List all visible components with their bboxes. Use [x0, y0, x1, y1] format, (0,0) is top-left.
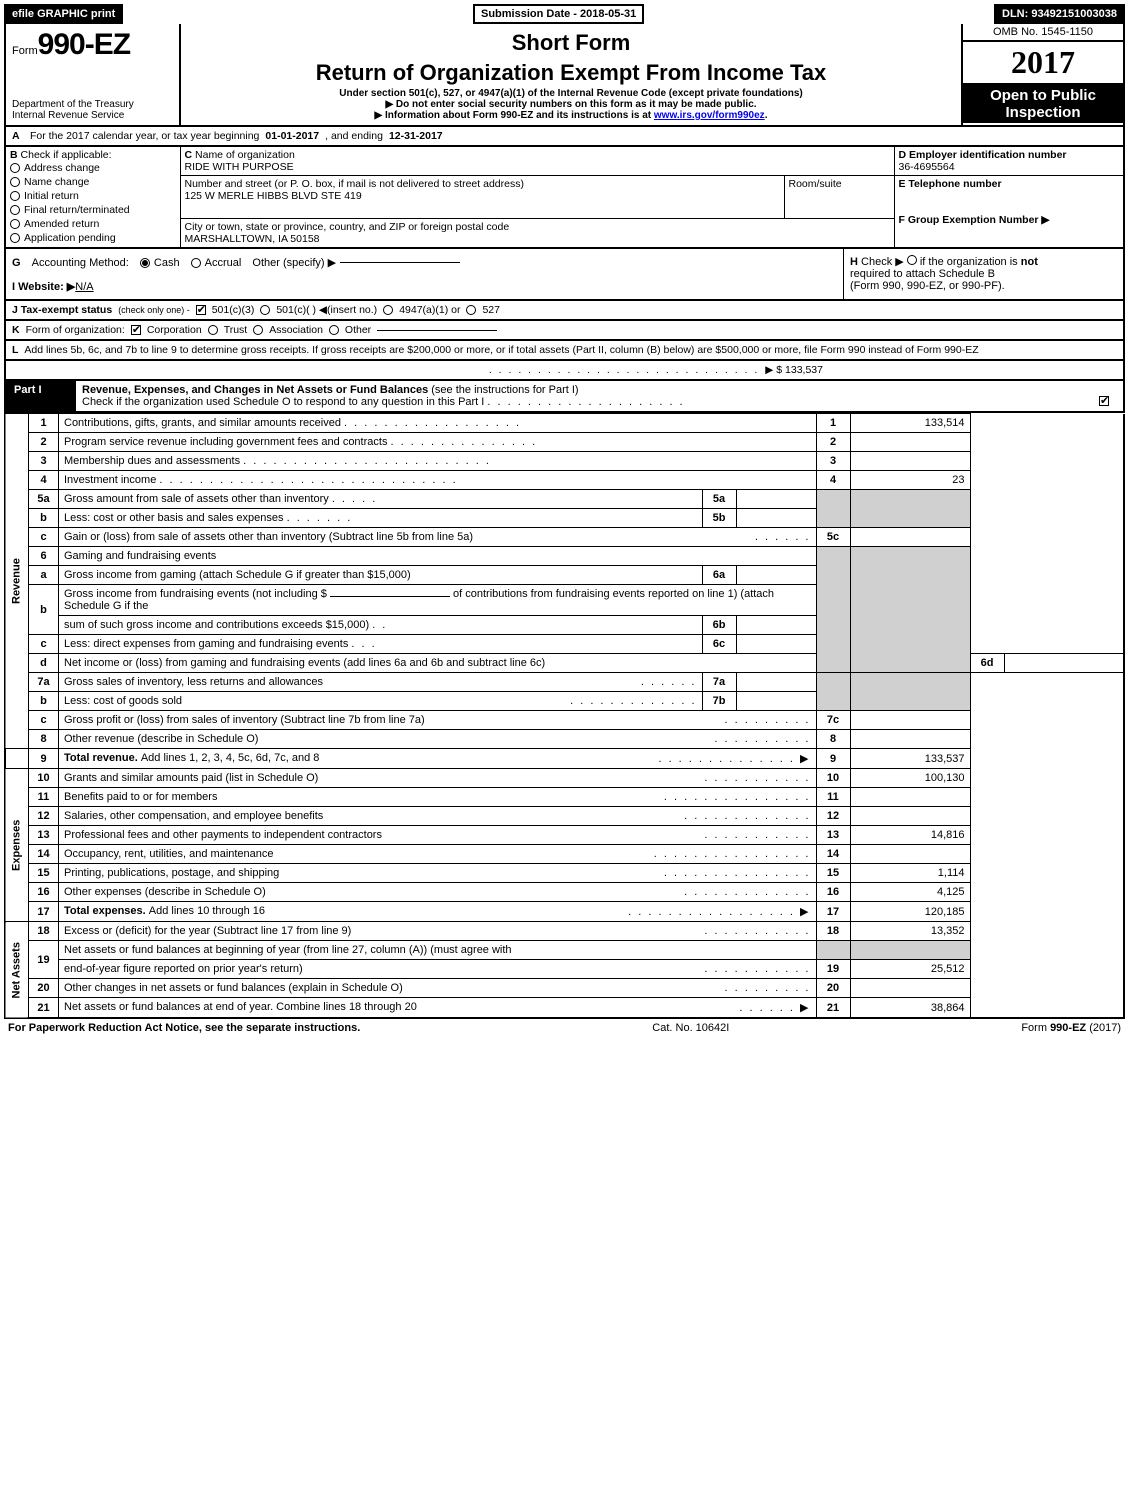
- efile-badge: efile GRAPHIC print: [4, 4, 123, 24]
- chk-corp[interactable]: [131, 325, 141, 335]
- box-e-f: E Telephone number F Group Exemption Num…: [894, 176, 1124, 249]
- radio-other-org[interactable]: [329, 325, 339, 335]
- line-j: J Tax-exempt status(check only one) - 50…: [4, 301, 1125, 321]
- part-i-check-line: Check if the organization used Schedule …: [82, 396, 484, 408]
- line-l-amount: . . . . . . . . . . . . . . . . . . . . …: [4, 361, 1125, 381]
- cb-amended-return[interactable]: Amended return: [10, 217, 176, 231]
- footer-catno: Cat. No. 10642I: [652, 1022, 729, 1034]
- top-bar: efile GRAPHIC print Submission Date - 20…: [4, 4, 1125, 24]
- submission-date: Submission Date - 2018-05-31: [473, 4, 644, 24]
- radio-schedule-b[interactable]: [907, 255, 917, 265]
- part-i-title: Revenue, Expenses, and Changes in Net As…: [82, 384, 428, 396]
- cb-application-pending[interactable]: Application pending: [10, 231, 176, 245]
- form-header: Form990-EZ Department of the Treasury In…: [4, 24, 1125, 127]
- line-k: KForm of organization: Corporation Trust…: [4, 321, 1125, 341]
- cb-address-change[interactable]: Address change: [10, 161, 176, 175]
- radio-accrual[interactable]: [191, 258, 201, 268]
- part-i-title-paren: (see the instructions for Part I): [431, 384, 578, 396]
- entity-block: B Check if applicable: Address change Na…: [4, 146, 1125, 249]
- instructions-link[interactable]: www.irs.gov/form990ez: [654, 110, 765, 121]
- box-c-city: City or town, state or province, country…: [180, 219, 894, 249]
- sidebar-revenue: Revenue: [5, 414, 29, 749]
- dln: DLN: 93492151003038: [994, 4, 1125, 24]
- subtitle: Under section 501(c), 527, or 4947(a)(1)…: [189, 88, 953, 99]
- title-short-form: Short Form: [189, 30, 953, 56]
- cb-initial-return[interactable]: Initial return: [10, 189, 176, 203]
- row-1-desc: Contributions, gifts, grants, and simila…: [59, 414, 817, 433]
- box-d: D Employer identification number 36-4695…: [894, 147, 1124, 176]
- line-g-i: G Accounting Method: Cash Accrual Other …: [6, 249, 843, 299]
- box-c-name: C Name of organization RIDE WITH PURPOSE: [180, 147, 894, 176]
- title-return: Return of Organization Exempt From Incom…: [189, 60, 953, 86]
- footer-left: For Paperwork Reduction Act Notice, see …: [8, 1022, 360, 1034]
- cb-name-change[interactable]: Name change: [10, 175, 176, 189]
- website-value: N/A: [75, 281, 93, 293]
- radio-501c[interactable]: [260, 305, 270, 315]
- form-number: Form990-EZ: [12, 28, 173, 62]
- open-to-public: Open to Public Inspection: [963, 85, 1123, 123]
- box-c-room: Room/suite: [784, 176, 894, 219]
- radio-cash[interactable]: [140, 258, 150, 268]
- box-b: B Check if applicable: Address change Na…: [5, 147, 180, 249]
- tax-year: 2017: [963, 42, 1123, 85]
- part-i-table: Revenue 1 Contributions, gifts, grants, …: [4, 413, 1125, 1019]
- radio-527[interactable]: [466, 305, 476, 315]
- box-c-street: Number and street (or P. O. box, if mail…: [180, 176, 784, 219]
- sidebar-netassets: Net Assets: [5, 922, 29, 1019]
- chk-501c3[interactable]: [196, 305, 206, 315]
- box-h: H Check ▶ if the organization is not req…: [843, 249, 1123, 299]
- sidebar-expenses: Expenses: [5, 769, 29, 922]
- footer-formref: Form 990-EZ (2017): [1021, 1022, 1121, 1034]
- radio-trust[interactable]: [208, 325, 218, 335]
- omb-number: OMB No. 1545-1150: [963, 24, 1123, 42]
- line-l: L Add lines 5b, 6c, and 7b to line 9 to …: [4, 341, 1125, 361]
- note-instructions: ▶ Information about Form 990-EZ and its …: [189, 110, 953, 121]
- part-i-label: Part I: [6, 381, 76, 411]
- cb-final-return[interactable]: Final return/terminated: [10, 203, 176, 217]
- radio-4947[interactable]: [383, 305, 393, 315]
- page-footer: For Paperwork Reduction Act Notice, see …: [4, 1019, 1125, 1037]
- line-a: A For the 2017 calendar year, or tax yea…: [4, 127, 1125, 146]
- radio-assoc[interactable]: [253, 325, 263, 335]
- row-1-amt: 133,514: [850, 414, 970, 433]
- chk-schedule-o[interactable]: [1099, 396, 1109, 406]
- note-ssn: ▶ Do not enter social security numbers o…: [189, 99, 953, 110]
- department: Department of the Treasury Internal Reve…: [12, 79, 173, 121]
